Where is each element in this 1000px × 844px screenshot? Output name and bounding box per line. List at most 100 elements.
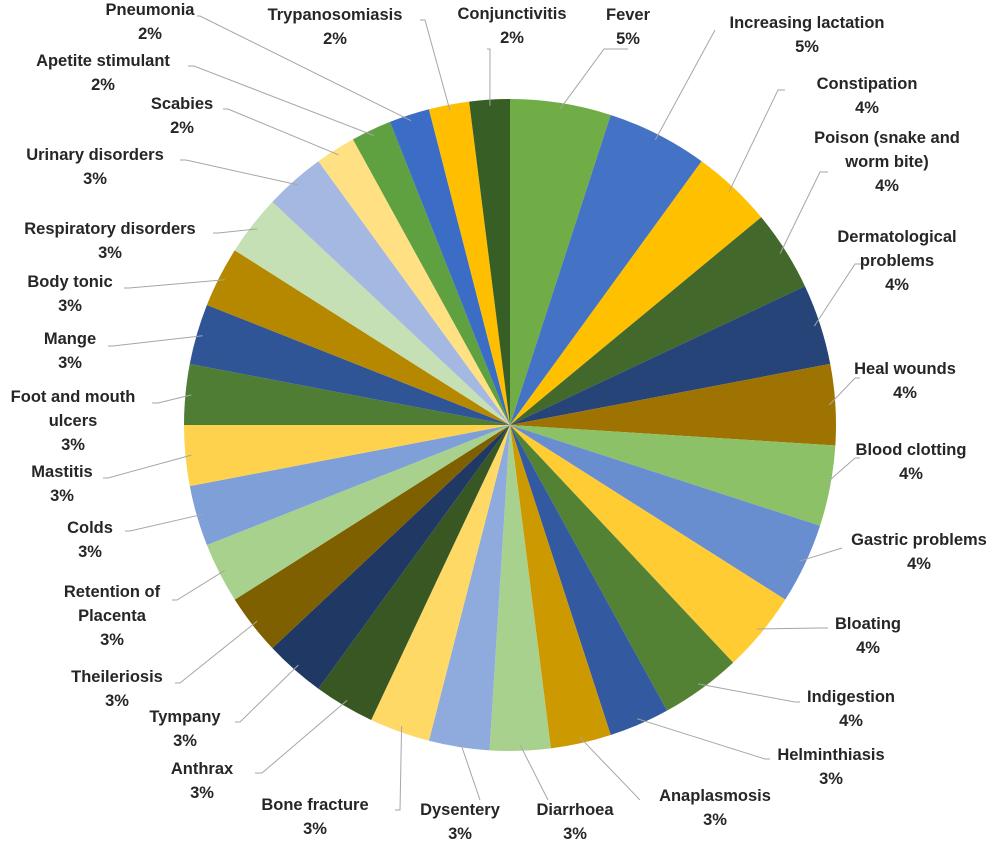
slice-percent-label: 3% xyxy=(83,170,107,188)
slice-percent-label: 4% xyxy=(839,712,863,730)
leader-line xyxy=(829,377,860,406)
slice-label: Apetite stimulant 2% xyxy=(36,52,170,94)
slice-category-label: Pneumonia xyxy=(106,1,196,19)
leader-line xyxy=(108,335,203,347)
slice-category-label: Bone fracture xyxy=(261,796,368,814)
slice-percent-label: 3% xyxy=(58,354,82,372)
slice-category-label: Heal wounds xyxy=(854,360,956,378)
leader-line xyxy=(823,457,860,486)
slice-percent-label: 5% xyxy=(616,30,640,48)
slice-category-label: Conjunctivitis xyxy=(457,5,566,23)
pie-slice-mange xyxy=(189,304,510,425)
pie-slice-retention-of-placenta xyxy=(206,425,510,600)
slice-percent-label: 3% xyxy=(703,811,727,829)
slice-percent-label: 3% xyxy=(448,825,472,843)
slice-label: Body tonic 3% xyxy=(27,273,112,315)
slice-label: Fever 5% xyxy=(606,6,651,48)
slice-percent-label: 3% xyxy=(58,297,82,315)
slice-label: Helminthiasis 3% xyxy=(777,746,884,788)
slice-percent-label: 4% xyxy=(893,384,917,402)
slice-category-label: ulcers xyxy=(49,412,98,430)
leader-line xyxy=(395,726,403,811)
slice-label: Dysentery 3% xyxy=(420,801,501,843)
pie-slice-heal-wounds xyxy=(510,363,837,446)
leader-line xyxy=(459,740,481,801)
slice-category-label: Colds xyxy=(67,519,113,537)
pie-slice-constipation xyxy=(510,161,762,425)
slice-category-label: Bloating xyxy=(835,615,901,633)
slice-label: Mastitis 3% xyxy=(31,463,92,505)
leader-line xyxy=(756,627,828,630)
slice-percent-label: 3% xyxy=(563,825,587,843)
slice-category-label: Dermatological xyxy=(837,228,956,246)
leader-line xyxy=(579,736,641,801)
slice-category-label: problems xyxy=(860,252,934,270)
slice-label: Bone fracture 3% xyxy=(261,796,368,838)
slice-category-label: Tympany xyxy=(149,708,221,726)
pie-slice-gastric-problems xyxy=(510,425,821,600)
pie-slice-anaplasmosis xyxy=(510,425,611,749)
leader-line xyxy=(213,228,258,234)
slice-category-label: Mange xyxy=(44,330,96,348)
slice-label: Diarrhoea 3% xyxy=(536,801,614,843)
slice-percent-label: 3% xyxy=(100,631,124,649)
leader-line xyxy=(197,15,412,122)
pie-slice-scabies xyxy=(318,139,510,425)
leader-line xyxy=(175,620,258,684)
leader-line xyxy=(813,263,862,327)
pie-slice-blood-clotting xyxy=(510,425,836,526)
leader-line xyxy=(152,394,192,404)
slice-label: Conjunctivitis 2% xyxy=(457,5,566,47)
leader-line xyxy=(420,19,451,111)
slice-labels: Fever 5% Increasing lactation 5% Constipatio… xyxy=(11,1,987,843)
pie-slice-dermatological-problems xyxy=(510,286,831,425)
slice-category-label: Helminthiasis xyxy=(777,746,884,764)
slice-label: Respiratory disorders 3% xyxy=(24,220,195,262)
slice-category-label: Diarrhoea xyxy=(536,801,614,819)
slice-label: Heal wounds 4% xyxy=(854,360,956,402)
pie-slice-tympany xyxy=(272,425,510,689)
pie-slice-body-tonic xyxy=(206,250,510,425)
slice-percent-label: 4% xyxy=(855,99,879,117)
slice-category-label: Anaplasmosis xyxy=(659,787,771,805)
slice-label: Retention of Placenta 3% xyxy=(64,583,161,649)
slice-label: Dermatological problems 4% xyxy=(837,228,956,294)
slice-percent-label: 4% xyxy=(899,465,923,483)
slice-label: Gastric problems 4% xyxy=(851,531,987,573)
slice-label: Theileriosis 3% xyxy=(71,668,163,710)
slice-label: Bloating 4% xyxy=(835,615,901,657)
pie-slice-conjunctivitis xyxy=(469,99,510,425)
slice-percent-label: 2% xyxy=(500,29,524,47)
leader-line xyxy=(779,171,828,254)
slice-category-label: Placenta xyxy=(78,607,147,625)
pie-slice-mastitis xyxy=(184,425,510,487)
slice-label: Trypanosomiasis 2% xyxy=(268,6,403,48)
slice-percent-label: 4% xyxy=(875,177,899,195)
pie-slice-respiratory-disorders xyxy=(234,201,510,425)
leader-line xyxy=(172,569,226,601)
slice-category-label: Poison (snake and xyxy=(814,129,960,147)
pie-slice-trypanosomiasis xyxy=(428,101,510,425)
leader-line xyxy=(124,279,225,289)
slice-category-label: Blood clotting xyxy=(856,441,967,459)
slice-percent-label: 2% xyxy=(170,119,194,137)
pie-slice-bone-fracture xyxy=(371,425,510,741)
slice-percent-label: 3% xyxy=(105,692,129,710)
slice-label: Increasing lactation 5% xyxy=(730,14,885,56)
leader-line xyxy=(103,454,192,479)
slice-category-label: Mastitis xyxy=(31,463,92,481)
leader-line xyxy=(799,547,843,562)
leader-line xyxy=(519,744,549,801)
slice-label: Anaplasmosis 3% xyxy=(659,787,771,829)
slice-percent-label: 3% xyxy=(190,784,214,802)
pie-slice-theileriosis xyxy=(234,425,510,649)
pie-slice-bloating xyxy=(510,425,786,663)
slice-category-label: Scabies xyxy=(151,95,213,113)
leader-line xyxy=(235,664,299,723)
slice-category-label: Theileriosis xyxy=(71,668,163,686)
slice-percent-label: 3% xyxy=(819,770,843,788)
leader-line xyxy=(698,683,800,703)
slice-percent-label: 4% xyxy=(856,639,880,657)
slice-category-label: worm bite) xyxy=(844,153,928,171)
